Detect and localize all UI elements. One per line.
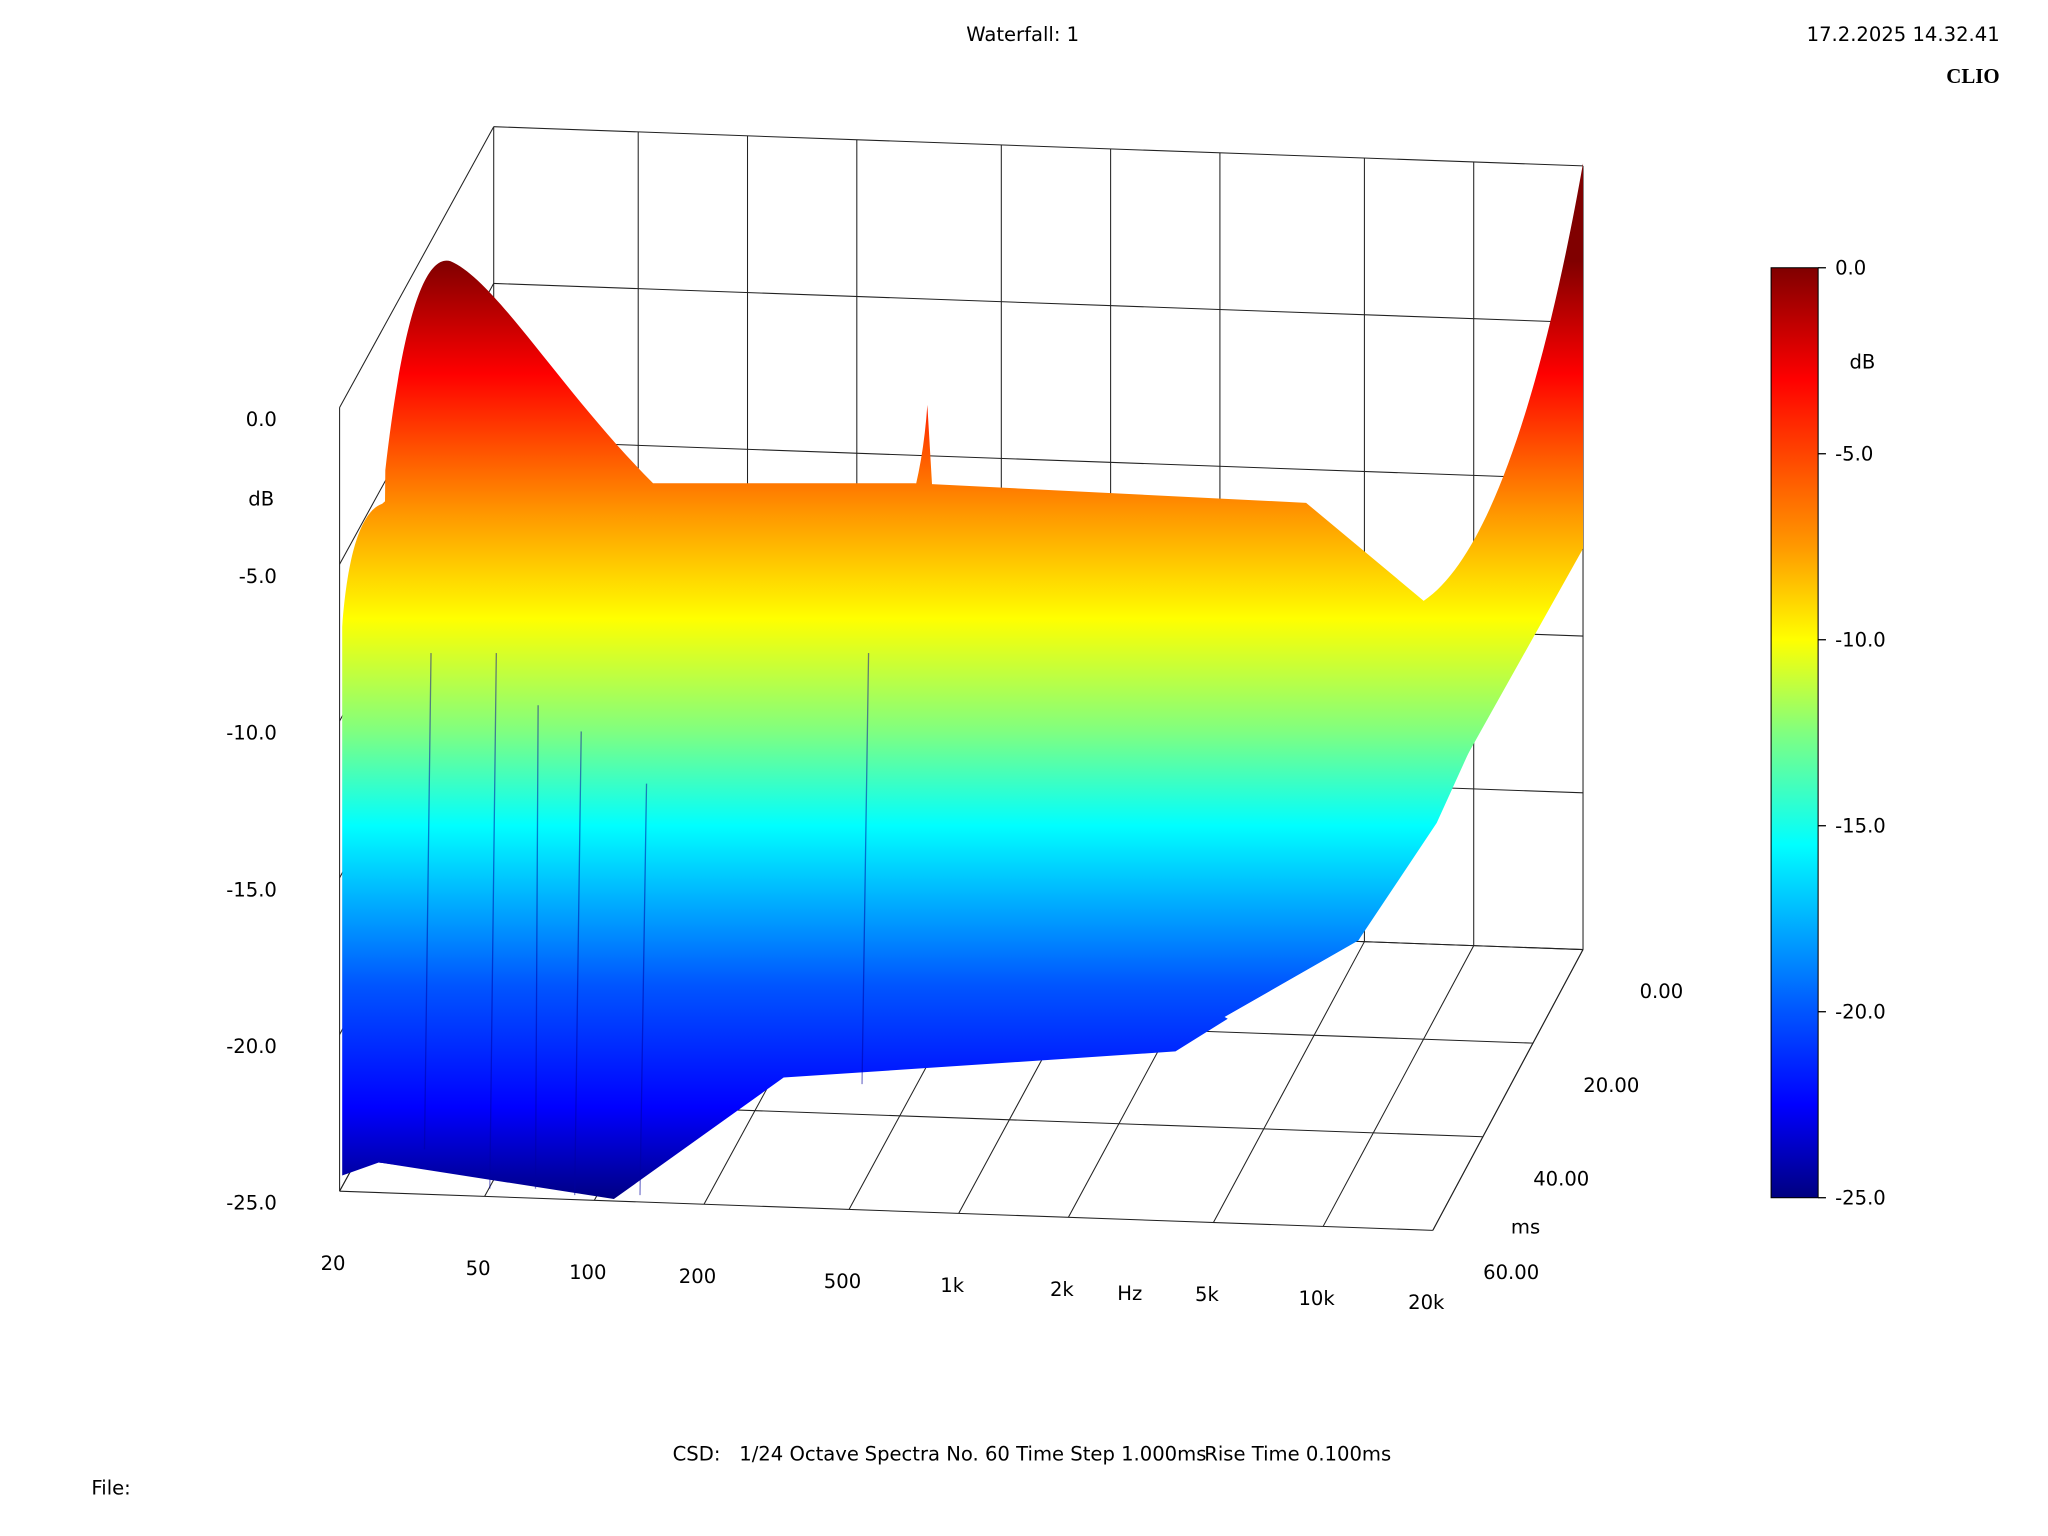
x-tick-label: 10k (1298, 1287, 1335, 1310)
brand: CLIO (1946, 64, 1999, 88)
x-tick-label: 2k (1050, 1278, 1074, 1301)
colorbar-tick-label: -10.0 (1835, 629, 1886, 652)
back-wall-hline (493, 439, 1584, 480)
title: Waterfall: 1 (966, 23, 1079, 46)
z-tick-label: -20.0 (226, 1035, 277, 1058)
colorbar-tick-label: -5.0 (1835, 443, 1873, 466)
floor-freq-line (1322, 945, 1475, 1227)
settings-item: Spectra No. 60 (865, 1443, 1010, 1466)
colorbar-label: dB (1849, 351, 1875, 374)
colorbar (1770, 267, 1819, 1199)
y-axis-label: ms (1511, 1215, 1540, 1238)
floor-freq-line (1212, 941, 1365, 1223)
settings-item: CSD: (673, 1443, 721, 1466)
x-tick-label: 50 (466, 1257, 491, 1280)
colorbar-tick-label: 0.0 (1835, 257, 1866, 280)
z-tick-label: -10.0 (226, 722, 277, 745)
x-tick-label: 100 (569, 1261, 606, 1284)
x-axis-label: Hz (1117, 1282, 1142, 1305)
x-tick-label: 500 (824, 1270, 861, 1293)
colorbar-tick-label: -20.0 (1835, 1001, 1886, 1024)
z-axis-label: dB (248, 488, 274, 511)
right-edge (1432, 949, 1584, 1231)
y-tick-label: 40.00 (1533, 1167, 1589, 1190)
settings-item: 1/24 Octave (739, 1443, 859, 1466)
floor-time-line (339, 1190, 1433, 1231)
settings-item: Rise Time 0.100ms (1204, 1443, 1391, 1466)
colorbar-tick-label: -15.0 (1835, 815, 1886, 838)
file-label: File: (91, 1476, 130, 1499)
colorbar-tick-label: -25.0 (1835, 1187, 1886, 1210)
x-tick-label: 5k (1195, 1283, 1219, 1306)
z-tick-label: 0.0 (246, 408, 277, 431)
z-tick-label: -5.0 (239, 565, 277, 588)
x-tick-label: 20 (321, 1252, 346, 1275)
surface-front (342, 502, 1228, 1200)
surface-ridges (423, 653, 870, 1196)
y-tick-label: 20.00 (1583, 1074, 1639, 1097)
left-wall-line (339, 126, 495, 408)
x-tick-label: 200 (679, 1265, 716, 1288)
x-tick-label: 1k (940, 1274, 964, 1297)
waterfall-surface (342, 163, 1584, 1200)
z-tick-label: -25.0 (226, 1192, 277, 1215)
back-wall-hline (493, 282, 1584, 324)
y-tick-label: 0.00 (1640, 980, 1684, 1003)
timestamp: 17.2.2025 14.32.41 (1807, 23, 2000, 46)
x-tick-label: 20k (1408, 1291, 1445, 1314)
back-wall-hline (493, 126, 1584, 167)
y-tick-label: 60.00 (1483, 1261, 1539, 1284)
settings-item: Time Step 1.000ms (1015, 1443, 1206, 1466)
z-tick-label: -15.0 (226, 878, 277, 901)
footer: CSD: 1/24 Octave Spectra No. 60 Time Step 1… (673, 1443, 1392, 1466)
